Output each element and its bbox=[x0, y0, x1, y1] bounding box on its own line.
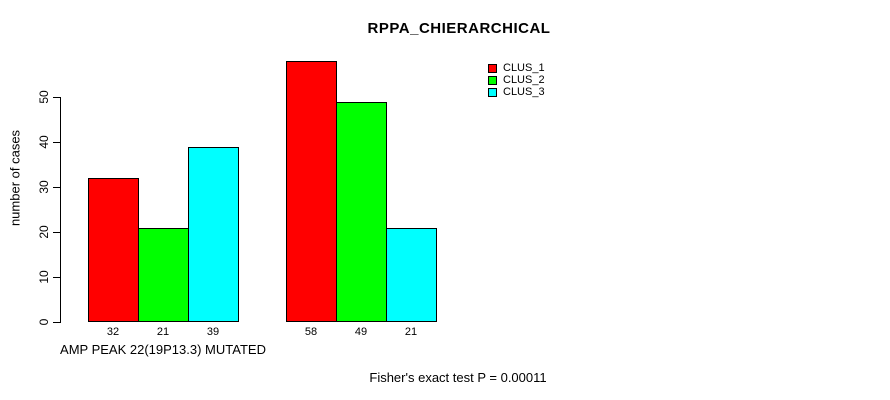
y-tick bbox=[53, 97, 60, 98]
bar-value-label: 21 bbox=[404, 326, 418, 338]
y-tick-label: 0 bbox=[37, 318, 51, 326]
y-tick bbox=[53, 142, 60, 143]
y-axis-label: number of cases bbox=[7, 129, 23, 227]
legend-swatch-icon bbox=[488, 63, 497, 73]
bar-clus_3-group2 bbox=[386, 227, 437, 322]
chart-title: RPPA_CHIERARCHICAL bbox=[367, 20, 551, 37]
bar-value-label: 21 bbox=[156, 326, 170, 338]
y-tick-label: 40 bbox=[37, 135, 51, 149]
y-tick bbox=[53, 277, 60, 278]
legend: CLUS_1 CLUS_2 CLUS_3 bbox=[488, 62, 545, 98]
y-tick-label: 10 bbox=[37, 270, 51, 284]
bar-value-label: 49 bbox=[354, 326, 368, 338]
legend-label: CLUS_2 bbox=[503, 74, 545, 86]
bar-value-label: 58 bbox=[304, 326, 318, 338]
legend-item-clus_1: CLUS_1 bbox=[488, 62, 545, 74]
y-tick bbox=[53, 322, 60, 323]
y-tick-label: 30 bbox=[37, 180, 51, 194]
bar-value-label: 32 bbox=[106, 326, 120, 338]
y-tick-label: 50 bbox=[37, 90, 51, 104]
legend-swatch-icon bbox=[488, 75, 497, 85]
bar-clus_3-group1 bbox=[188, 146, 239, 322]
y-axis-line bbox=[60, 97, 61, 323]
legend-label: CLUS_1 bbox=[503, 62, 545, 74]
y-tick bbox=[53, 187, 60, 188]
y-tick-label: 20 bbox=[37, 225, 51, 239]
bar-clus_1-group1 bbox=[88, 178, 139, 322]
legend-swatch-icon bbox=[488, 87, 497, 97]
bar-clus_2-group2 bbox=[336, 101, 387, 322]
legend-item-clus_3: CLUS_3 bbox=[488, 86, 545, 98]
bar-clus_2-group1 bbox=[138, 227, 189, 322]
y-tick bbox=[53, 232, 60, 233]
bar-value-label: 39 bbox=[206, 326, 220, 338]
legend-label: CLUS_3 bbox=[503, 86, 545, 98]
legend-item-clus_2: CLUS_2 bbox=[488, 74, 545, 86]
bar-clus_1-group2 bbox=[286, 61, 337, 322]
footer-note: Fisher's exact test P = 0.00011 bbox=[369, 370, 547, 385]
category-label: AMP PEAK 22(19P13.3) MUTATED bbox=[60, 342, 266, 357]
